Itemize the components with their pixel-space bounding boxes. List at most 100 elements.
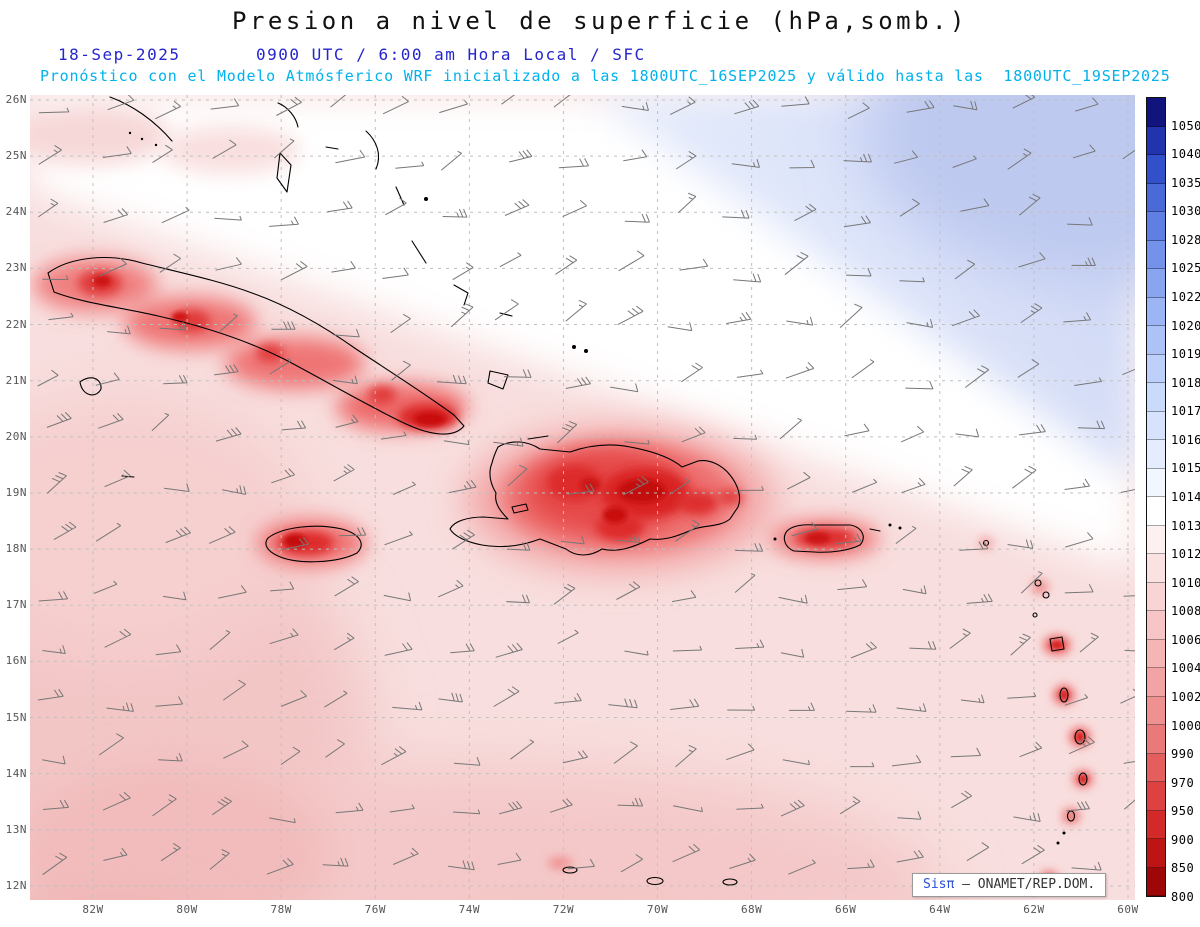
wind-barb: [102, 146, 132, 158]
wind-barb: [163, 374, 188, 385]
wind-barb: [37, 688, 64, 701]
wind-barb: [269, 357, 292, 375]
wind-barb: [42, 645, 66, 654]
wind-barb: [161, 207, 190, 224]
colorbar-value: 1000: [1171, 718, 1200, 733]
wind-barb: [839, 796, 861, 815]
colorbar-segment: [1147, 839, 1165, 868]
wind-barb: [951, 309, 980, 327]
wind-barb: [1120, 489, 1135, 493]
wind-barb: [905, 380, 934, 390]
wind-barb: [613, 741, 638, 764]
wind-barb: [1065, 532, 1094, 548]
wind-barb: [95, 372, 120, 386]
wind-barb: [850, 641, 877, 659]
wind-barb: [843, 215, 871, 228]
wind-barb: [497, 852, 522, 865]
wind-barb: [1068, 736, 1095, 755]
wind-barb: [1071, 257, 1096, 266]
wind-barb: [624, 213, 650, 223]
wind-barb: [902, 585, 927, 595]
wind-barb: [786, 471, 811, 490]
wind-barb: [839, 303, 863, 328]
wind-barb: [448, 479, 477, 494]
wind-barb: [617, 305, 644, 326]
florida-keys-islets: [140, 137, 144, 141]
colorbar-segment: [1147, 297, 1165, 326]
coastline-vieques: [869, 528, 881, 532]
wind-barb: [450, 303, 474, 328]
wind-barb: [672, 590, 697, 603]
wind-barb: [837, 579, 868, 591]
wind-barb: [1012, 95, 1036, 109]
wind-barb: [729, 853, 756, 869]
lon-tick-label: 78W: [270, 903, 292, 916]
wind-barb: [906, 100, 935, 113]
wind-barb: [1072, 144, 1096, 159]
wind-barb: [847, 859, 875, 870]
wind-barb: [778, 594, 808, 604]
colorbar-segment: [1147, 611, 1165, 640]
wind-barb: [270, 581, 295, 592]
wind-barb: [223, 740, 249, 759]
lon-tick-label: 60W: [1117, 903, 1139, 916]
wind-barb: [906, 318, 934, 328]
wind-barb: [390, 313, 411, 334]
wind-barb: [846, 704, 877, 713]
colorbar-value: 1008: [1171, 604, 1200, 619]
coastline-bonaire: [722, 878, 738, 886]
wind-barb: [782, 759, 810, 766]
lon-tick-label: 62W: [1023, 903, 1045, 916]
wind-barb: [966, 593, 993, 604]
florida-keys-islets: [154, 143, 158, 147]
wind-barb: [154, 100, 181, 120]
lat-tick-label: 26N: [5, 93, 27, 106]
wind-barb: [1071, 861, 1102, 871]
wind-barb: [106, 702, 134, 712]
wind-barb: [786, 316, 814, 326]
wind-barb: [380, 431, 407, 440]
coastline-dominica: [1059, 687, 1069, 703]
wind-barb: [95, 522, 121, 542]
wind-barb: [960, 198, 990, 212]
wind-barb: [1019, 424, 1046, 436]
colorbar-value: 1025: [1171, 261, 1200, 276]
wind-barb: [437, 579, 464, 598]
wind-barb: [949, 628, 971, 649]
wind-barb: [1123, 761, 1135, 764]
wind-barb: [1020, 571, 1043, 594]
wind-barb: [214, 364, 239, 376]
wind-barbs-layer: [37, 95, 1135, 876]
wind-barb: [852, 478, 878, 493]
wind-barb: [1020, 303, 1043, 324]
colorbar-value: 1035: [1171, 175, 1200, 190]
colorbar-segment: [1147, 753, 1165, 782]
wind-barb: [440, 150, 463, 171]
wind-barb: [736, 803, 764, 810]
wind-barb: [669, 96, 696, 116]
wind-barb: [98, 412, 124, 429]
wind-barb: [322, 857, 349, 867]
wind-barb: [789, 702, 815, 711]
lat-tick-label: 14N: [5, 766, 27, 780]
colorbar-value: 900: [1171, 832, 1195, 847]
colorbar-value: 970: [1171, 775, 1195, 790]
wind-barb: [273, 138, 295, 159]
colorbar-value: 1018: [1171, 375, 1200, 390]
wind-barb: [1122, 368, 1135, 376]
wind-barb: [1019, 741, 1043, 758]
wind-barb: [623, 149, 648, 162]
colorbar-value: 1012: [1171, 547, 1200, 562]
wind-barb: [955, 428, 980, 438]
wind-barb: [338, 527, 367, 537]
wind-barb: [151, 412, 170, 432]
wind-barb: [450, 643, 475, 654]
wind-barb: [280, 689, 307, 707]
wind-barb: [332, 375, 358, 385]
wind-barb: [950, 747, 982, 758]
wind-barb: [850, 762, 875, 768]
wind-barb: [155, 696, 184, 707]
wind-barb: [565, 376, 592, 389]
colorbar-value: 1002: [1171, 690, 1200, 704]
lat-tick-label: 12N: [5, 878, 27, 892]
